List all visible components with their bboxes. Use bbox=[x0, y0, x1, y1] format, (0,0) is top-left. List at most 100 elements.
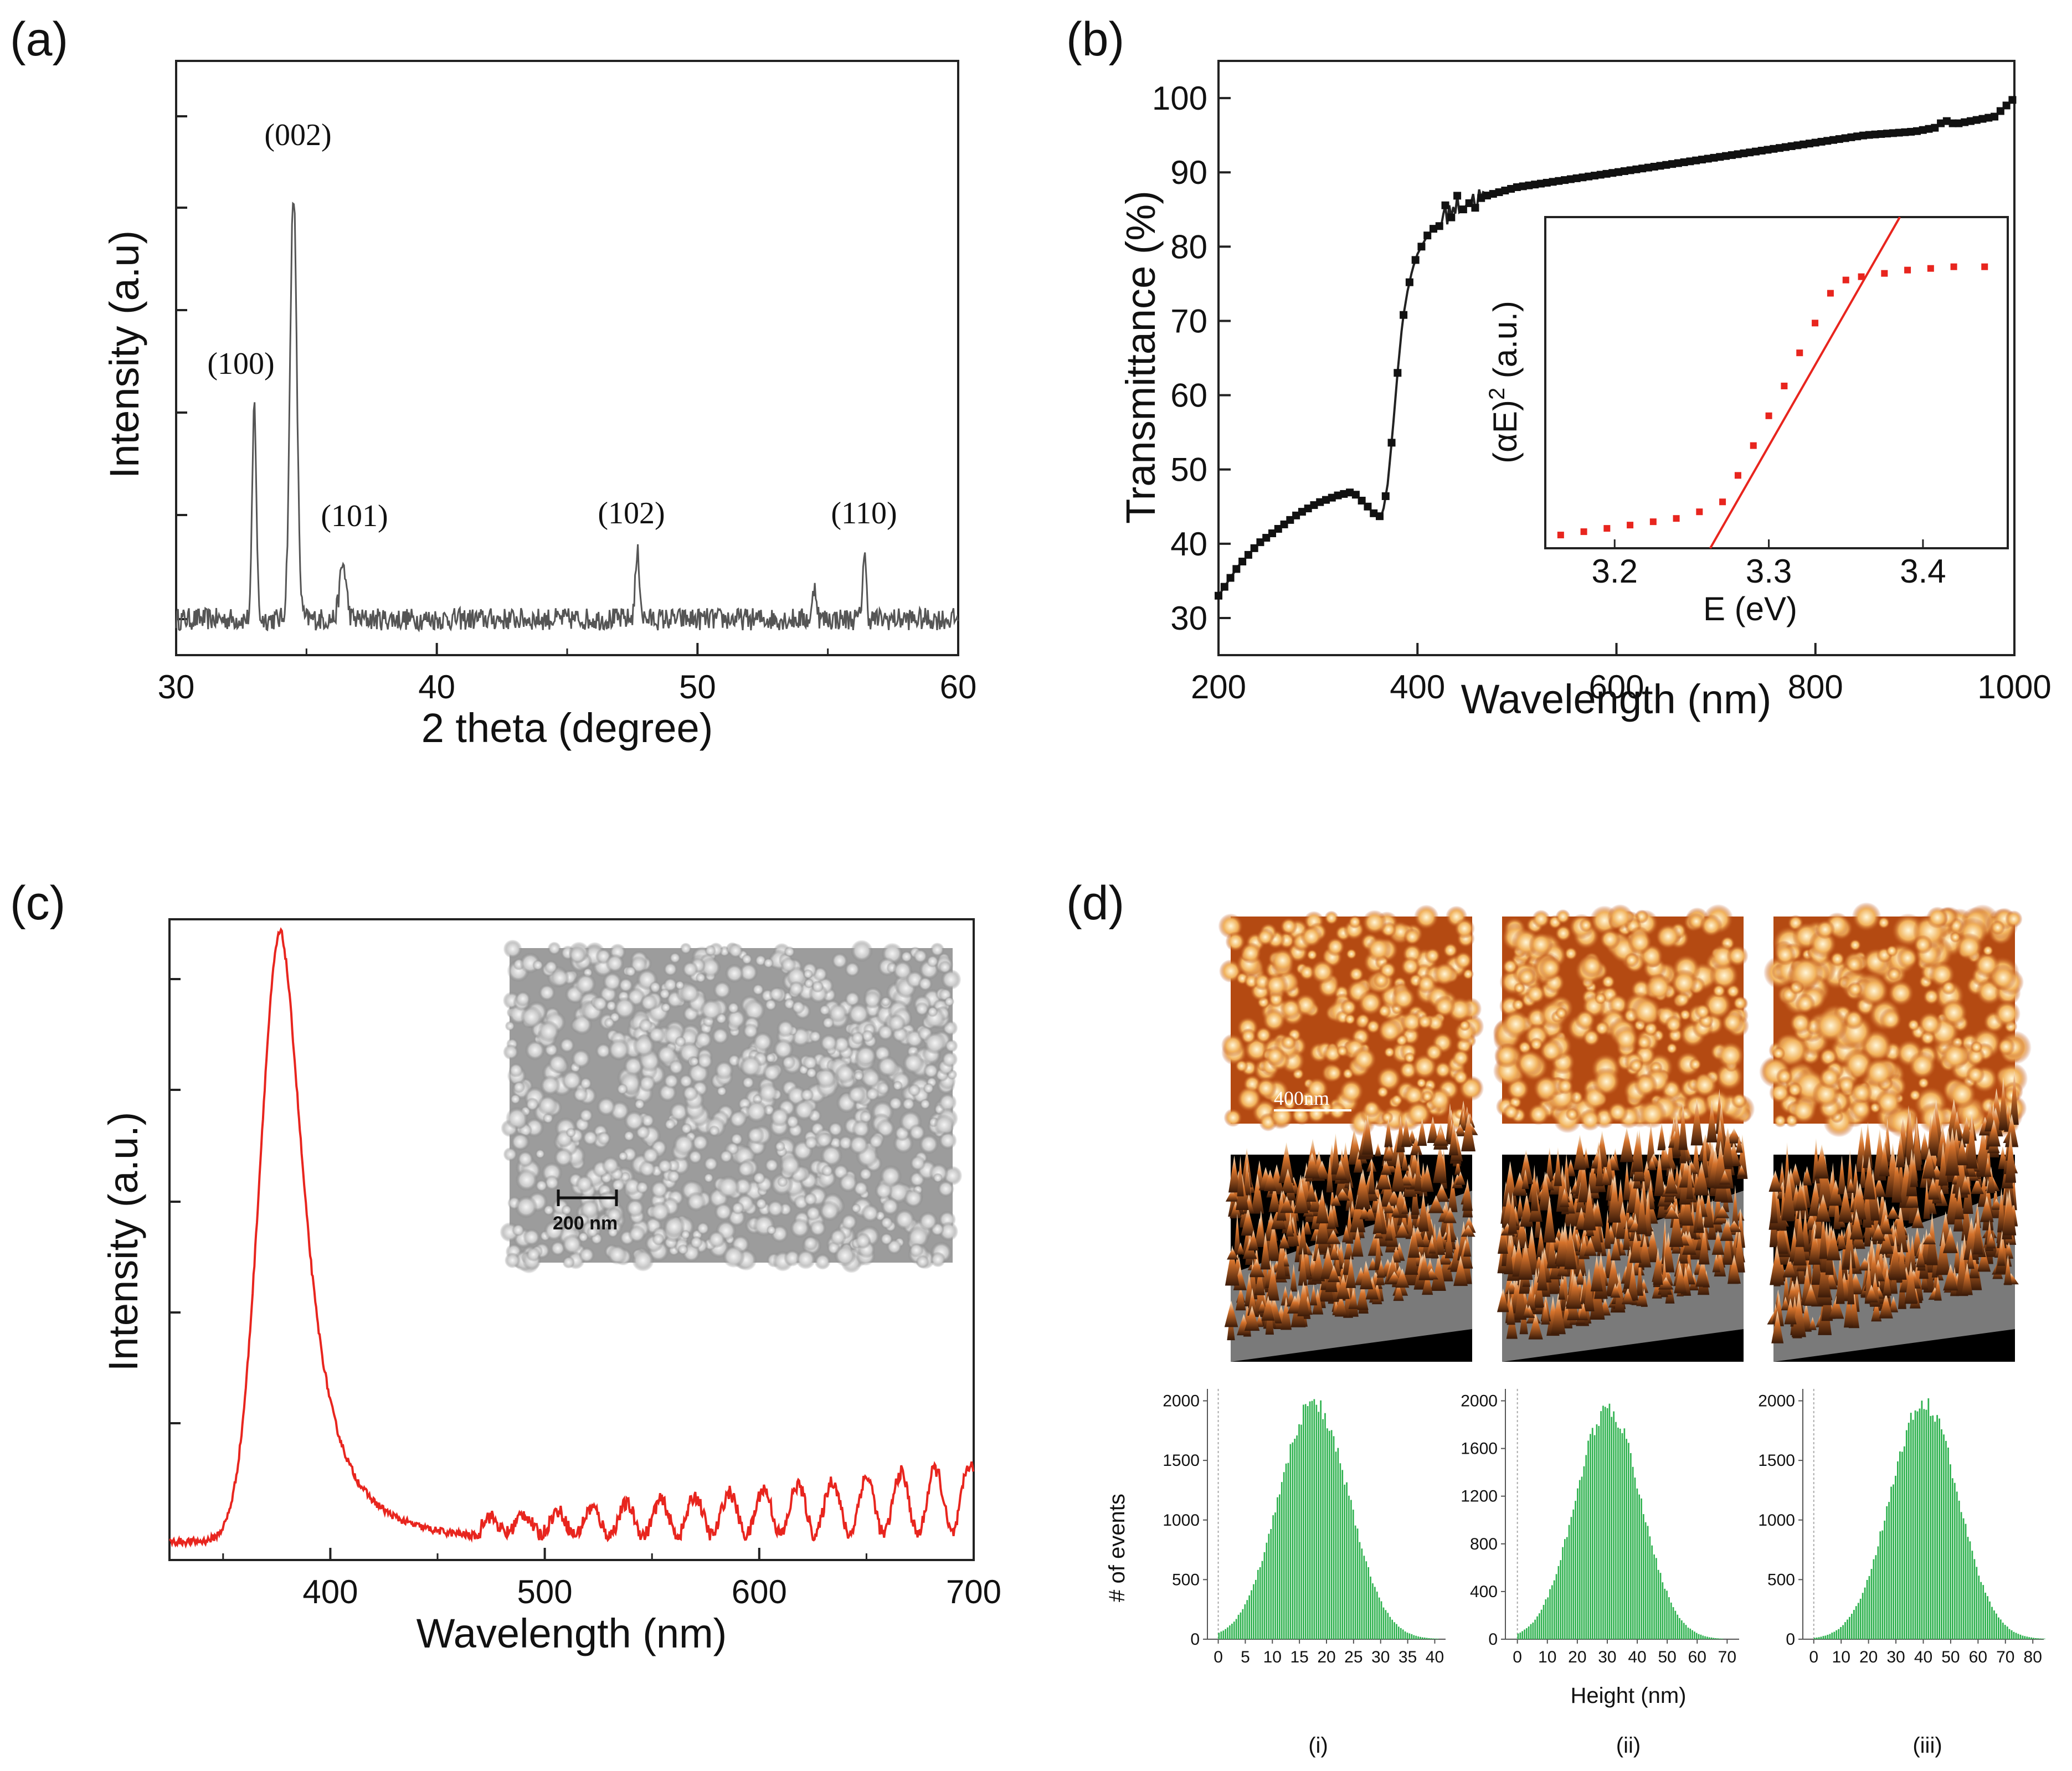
afm-3d-spike bbox=[1816, 1194, 1831, 1222]
hist-bar bbox=[1698, 1634, 1700, 1639]
afm-3d-spike bbox=[1826, 1228, 1841, 1260]
sem-grain bbox=[907, 1226, 930, 1249]
afm-3d-spike bbox=[1280, 1196, 1294, 1213]
transmittance-point bbox=[1961, 118, 1969, 126]
sem-grain bbox=[879, 1165, 902, 1187]
afm-3d-spike bbox=[1575, 1269, 1585, 1285]
transmittance-point bbox=[1453, 192, 1462, 200]
afm-3d-spike bbox=[1971, 1177, 1984, 1195]
hist-bar bbox=[1568, 1525, 1570, 1639]
afm-3d-spike bbox=[1802, 1166, 1812, 1186]
afm-grain bbox=[1850, 1082, 1873, 1104]
transmittance-point bbox=[1566, 175, 1575, 183]
afm-3d-spike bbox=[1310, 1284, 1318, 1306]
hist-bar bbox=[1602, 1406, 1604, 1639]
afm-grain bbox=[1452, 1069, 1469, 1085]
hist-bar bbox=[1545, 1599, 1547, 1639]
sem-grain bbox=[520, 1006, 543, 1028]
hist-bar bbox=[1257, 1569, 1259, 1639]
afm-3d-spike bbox=[1998, 1077, 2008, 1130]
hist-bar bbox=[1363, 1556, 1365, 1639]
transmittance-point bbox=[1853, 132, 1862, 141]
afm-grain bbox=[1405, 1100, 1432, 1127]
sem-grain bbox=[511, 1132, 529, 1151]
hist-bar bbox=[1423, 1638, 1426, 1639]
afm-grain bbox=[1863, 1057, 1895, 1088]
hist-y-tick-label: 2000 bbox=[1758, 1392, 1795, 1410]
afm-3d-spike bbox=[1278, 1233, 1290, 1249]
hist-bar bbox=[1272, 1515, 1274, 1639]
afm-3d-spike bbox=[1551, 1293, 1566, 1335]
sem-grain bbox=[607, 1226, 619, 1238]
transmittance-point bbox=[1901, 128, 1909, 136]
afm-3d-spike bbox=[1896, 1132, 1905, 1167]
hist-bar bbox=[1967, 1537, 1969, 1639]
hist-bar bbox=[1304, 1404, 1307, 1639]
hist-bar bbox=[1853, 1610, 1855, 1639]
transmittance-point bbox=[1304, 504, 1312, 513]
hist-bar bbox=[1868, 1576, 1870, 1639]
sem-grain bbox=[623, 1130, 635, 1142]
afm-3d-spike bbox=[1561, 1300, 1571, 1328]
afm-3d-spike bbox=[1268, 1185, 1281, 1212]
sem-grain bbox=[582, 1130, 599, 1146]
hist-bar bbox=[1415, 1635, 1417, 1639]
afm-3d-spike bbox=[1910, 1152, 1919, 1187]
transmittance-point bbox=[1704, 155, 1712, 163]
afm-grain bbox=[1664, 1015, 1683, 1034]
sem-grain bbox=[602, 971, 623, 992]
afm-3d-spike bbox=[1327, 1204, 1336, 1229]
sem-grain bbox=[513, 1081, 526, 1094]
tauc-point bbox=[1927, 265, 1934, 272]
transmittance-point bbox=[1674, 159, 1682, 167]
afm-3d-spike bbox=[1228, 1155, 1240, 1193]
afm-3d-spike bbox=[1632, 1130, 1643, 1172]
transmittance-point bbox=[1925, 125, 1933, 133]
afm-3d-spike bbox=[1290, 1264, 1297, 1292]
afm-3d-spike bbox=[1943, 1227, 1958, 1253]
afm-3d-spike bbox=[1973, 1210, 1983, 1255]
afm-grain bbox=[1502, 958, 1519, 975]
hist-bar bbox=[1318, 1412, 1320, 1639]
afm-grain bbox=[1847, 981, 1863, 997]
pl-x-tick-label: 500 bbox=[517, 1573, 573, 1610]
transmittance-point bbox=[1531, 181, 1539, 189]
sem-grain bbox=[847, 1002, 870, 1026]
sem-grain bbox=[649, 981, 661, 993]
transmittance-point bbox=[1835, 135, 1843, 143]
afm-3d-spike bbox=[1505, 1231, 1514, 1274]
sem-grain bbox=[689, 1056, 700, 1067]
sem-grain bbox=[700, 998, 723, 1021]
transmittance-point bbox=[1817, 137, 1826, 146]
afm-3d-spike bbox=[1422, 1270, 1433, 1295]
hist-bar bbox=[1668, 1597, 1670, 1639]
afm-3d-spike bbox=[1384, 1118, 1393, 1147]
pl-x-tick-label: 600 bbox=[732, 1573, 787, 1610]
hist-bar bbox=[1630, 1453, 1632, 1639]
hist-bar bbox=[2037, 1638, 2039, 1639]
sem-grain bbox=[742, 1023, 759, 1039]
hist-bar bbox=[1897, 1461, 1899, 1639]
afm-3d-spike bbox=[1660, 1147, 1670, 1168]
afm-3d-spike bbox=[1276, 1239, 1286, 1280]
hist-bar bbox=[1330, 1430, 1333, 1639]
afm-grain bbox=[1376, 1065, 1402, 1092]
sem-grain bbox=[503, 1044, 519, 1060]
afm-3d-spike bbox=[1433, 1142, 1447, 1183]
afm-grain bbox=[1256, 928, 1274, 946]
afm-3d-spike bbox=[1770, 1245, 1785, 1285]
hist-bar bbox=[1842, 1625, 1844, 1639]
sem-grain bbox=[918, 976, 933, 991]
sem-inset-image: 200 nm bbox=[500, 939, 963, 1274]
afm-3d-spike bbox=[1828, 1296, 1844, 1319]
transmittance-point bbox=[1387, 439, 1396, 447]
afm-3d-spike bbox=[1256, 1216, 1266, 1247]
afm-3d-spike bbox=[1736, 1135, 1743, 1153]
transmittance-y-tick-label: 40 bbox=[1170, 526, 1207, 563]
hist-bar bbox=[1344, 1484, 1345, 1639]
xrd-y-axis-title: Intensity (a.u) bbox=[101, 230, 147, 478]
hist-bar bbox=[1993, 1610, 1995, 1639]
sem-grain bbox=[800, 1088, 814, 1102]
afm-3d-spike bbox=[1879, 1293, 1893, 1319]
hist-bar bbox=[1222, 1630, 1225, 1639]
